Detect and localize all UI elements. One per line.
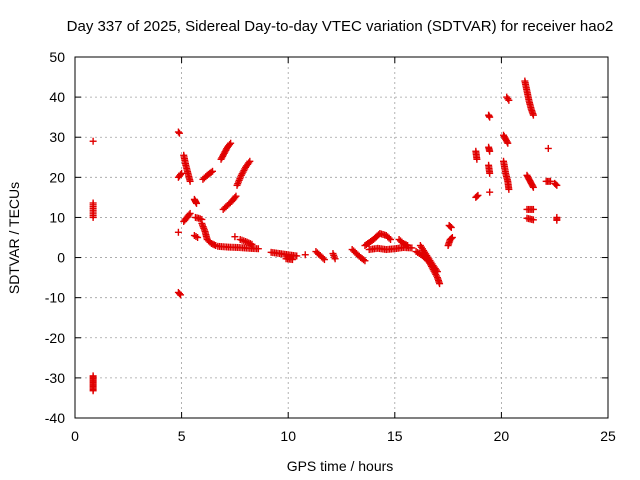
data-point	[486, 169, 494, 177]
data-point	[319, 254, 327, 262]
data-point	[504, 139, 512, 147]
data-point	[544, 144, 552, 152]
data-point	[552, 180, 560, 188]
data-point	[387, 236, 395, 244]
data-point	[447, 223, 455, 231]
data-point	[194, 234, 202, 241]
data-point	[174, 228, 182, 236]
y-tick-label: 20	[49, 169, 65, 185]
data-point	[254, 245, 262, 253]
data-point	[546, 177, 554, 185]
data-point	[433, 268, 441, 276]
data-point	[486, 113, 494, 121]
data-point	[89, 387, 97, 395]
data-point	[175, 290, 183, 298]
data-point	[301, 251, 309, 259]
data-point	[330, 253, 338, 261]
x-tick-label: 5	[178, 428, 186, 444]
data-point	[436, 280, 444, 288]
data-point	[529, 111, 537, 119]
y-tick-label: -30	[45, 370, 65, 386]
data-point	[242, 238, 250, 246]
data-point	[231, 233, 239, 241]
data-point	[553, 216, 561, 224]
data-point	[447, 235, 455, 243]
data-point	[243, 238, 251, 246]
data-point	[232, 192, 240, 200]
data-point	[448, 234, 456, 241]
data-point	[209, 167, 217, 175]
y-tick-label: 50	[49, 49, 65, 65]
data-point	[248, 240, 256, 248]
data-point	[186, 177, 194, 185]
x-tick-label: 10	[280, 428, 296, 444]
y-tick-label: -40	[45, 410, 65, 426]
data-point	[529, 205, 537, 213]
x-tick-label: 15	[387, 428, 403, 444]
data-point	[193, 199, 201, 207]
data-point	[474, 191, 482, 199]
data-point	[404, 242, 412, 250]
data-point	[360, 256, 368, 264]
data-point	[186, 209, 194, 217]
data-point	[486, 147, 494, 155]
data-point	[433, 272, 441, 280]
chart-title: Day 337 of 2025, Sidereal Day-to-day VTE…	[67, 18, 614, 35]
y-tick-label: -20	[45, 330, 65, 346]
data-point	[320, 256, 328, 264]
data-point	[246, 157, 254, 165]
data-point	[473, 192, 481, 200]
x-tick-label: 0	[71, 428, 79, 444]
y-axis-label: SDTVAR / TECUs	[6, 182, 22, 294]
y-tick-label: 10	[49, 209, 65, 225]
grid	[75, 57, 608, 418]
data-point	[246, 240, 254, 248]
data-point	[503, 138, 511, 146]
y-tick-label: 0	[57, 250, 65, 266]
y-tick-label: 40	[49, 89, 65, 105]
data-point	[331, 255, 339, 263]
x-tick-label: 20	[494, 428, 510, 444]
data-point	[288, 256, 296, 264]
data-point	[505, 96, 513, 104]
data-point	[446, 222, 454, 230]
data-point	[432, 266, 440, 274]
data-point	[504, 95, 512, 103]
data-point	[207, 168, 215, 176]
data-point	[486, 188, 494, 196]
data-point	[245, 159, 253, 167]
data-point	[177, 291, 185, 299]
data-point	[293, 252, 301, 260]
x-axis-label: GPS time / hours	[287, 458, 394, 474]
data-point	[245, 239, 253, 247]
plot-frame	[74, 56, 609, 419]
data-point	[192, 232, 200, 240]
data-points	[89, 77, 561, 395]
data-point	[361, 257, 369, 265]
data-point	[553, 181, 561, 189]
y-tick-label: -10	[45, 290, 65, 306]
y-tick-label: 30	[49, 129, 65, 145]
data-point	[529, 182, 537, 190]
data-point	[177, 171, 185, 179]
data-point	[408, 244, 416, 252]
data-point	[385, 234, 393, 242]
data-point	[226, 141, 234, 149]
data-point	[89, 137, 97, 145]
data-point	[505, 185, 513, 193]
data-point	[227, 139, 235, 147]
data-point	[89, 213, 97, 221]
data-point	[231, 193, 239, 201]
data-point	[174, 128, 182, 136]
data-point	[178, 169, 186, 177]
x-tick-label: 25	[600, 428, 616, 444]
data-point	[185, 211, 193, 219]
data-point	[175, 129, 183, 137]
data-point	[529, 216, 537, 224]
data-point	[529, 183, 537, 191]
data-point	[473, 155, 481, 163]
